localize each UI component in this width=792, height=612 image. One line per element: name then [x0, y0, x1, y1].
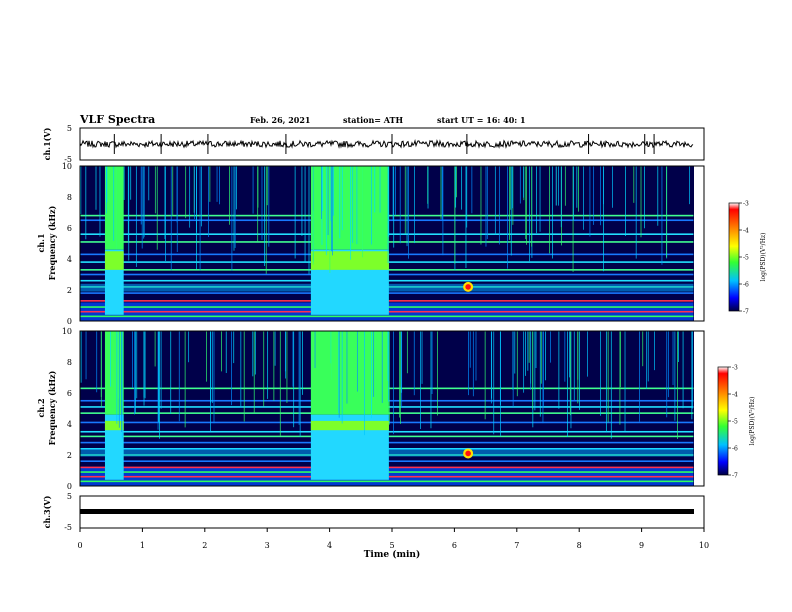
ch2-ytick-8: 8 — [67, 358, 72, 367]
x-tick-label: 4 — [327, 541, 332, 550]
ch3-waveform-trace — [80, 509, 694, 514]
x-tick-label: 0 — [77, 541, 82, 550]
ch1-ylabel: ch.1(V) — [42, 127, 52, 160]
ch1-ylabel-frequency: Frequency (kHz) — [47, 205, 57, 280]
date-label: Feb. 26, 2021 — [250, 115, 311, 125]
x-axis-label: Time (min) — [364, 549, 421, 560]
ch1-waveform-spikes — [113, 134, 655, 154]
ch3-ylabel: ch.3(V) — [42, 495, 52, 528]
ch2-ylabel-frequency: Frequency (kHz) — [47, 370, 57, 445]
ch1-spectrogram-frame — [79, 165, 705, 322]
emission-band — [310, 420, 389, 431]
ch2-ytick-6: 6 — [67, 389, 72, 398]
ch1-ylabel-channel: ch.1 — [36, 233, 46, 252]
broadband-interval-lower — [104, 414, 124, 480]
ch1-ytick-top: 5 — [67, 124, 72, 133]
ch1-ytick-6: 6 — [67, 224, 72, 233]
ch2-ytick-10: 10 — [62, 327, 72, 336]
ch2-colorbar: -3 -4 -5 -6 -7 log(PSD)(V²/Hz) — [717, 365, 756, 480]
x-tick-label: 6 — [452, 541, 457, 550]
broadband-interval — [310, 166, 389, 250]
ch1-ytick-bottom: -5 — [64, 155, 72, 164]
ch3-ytick-bottom: -5 — [64, 523, 72, 532]
hotspot — [465, 284, 471, 290]
ch1-ytick-4: 4 — [67, 255, 72, 264]
colorbar-tick-label: -7 — [743, 309, 749, 316]
hotspot — [465, 450, 471, 457]
x-tick-label: 9 — [639, 541, 644, 550]
broadband-interval — [104, 331, 124, 415]
colorbar-tick-label: -6 — [732, 446, 738, 453]
ch3-waveform-panel: 5 -5 ch.3(V) — [42, 492, 705, 532]
broadband-interval — [104, 166, 124, 250]
ch1-ytick-2: 2 — [67, 286, 72, 295]
transmitter-line — [80, 315, 694, 318]
colorbar-tick-label: -7 — [732, 473, 738, 480]
ch3-ytick-top: 5 — [67, 492, 72, 501]
x-tick-label: 10 — [699, 541, 709, 550]
ch1-waveform-panel: 5 -5 ch.1(V) — [42, 124, 705, 164]
ch1-waveform-trace — [79, 138, 694, 149]
ch2-spectrogram-frame — [79, 330, 705, 487]
ch1-spectrogram-image — [80, 166, 694, 321]
ch2-colorbar-gradient — [717, 366, 729, 476]
x-tick-label: 3 — [265, 541, 270, 550]
emission-band — [104, 420, 124, 431]
x-axis: 0 1 2 3 4 5 6 7 8 9 10 — [77, 528, 709, 550]
x-tick-label: 8 — [577, 541, 582, 550]
station-label: station= ATH — [343, 115, 404, 125]
ch2-spectrogram-image — [79, 331, 694, 486]
colorbar-tick-label: -3 — [743, 201, 749, 208]
emission-band — [310, 251, 389, 270]
ch1-colorbar-label: log(PSD)(V²/Hz) — [760, 233, 767, 282]
start-time-label: start UT = 16: 40: 1 — [437, 115, 526, 125]
ch2-ytick-4: 4 — [67, 420, 72, 429]
ch1-ytick-10: 10 — [62, 162, 72, 171]
colorbar-tick-label: -4 — [743, 228, 749, 235]
transmitter-line — [80, 480, 694, 483]
chart-title: VLF Spectra — [80, 113, 156, 126]
x-tick-label: 2 — [202, 541, 207, 550]
broadband-interval — [310, 331, 389, 415]
colorbar-tick-label: -5 — [743, 255, 749, 262]
colorbar-tick-label: -4 — [732, 392, 738, 399]
ch2-ylabel-channel: ch.2 — [36, 398, 46, 417]
colorbar-tick-label: -3 — [732, 365, 738, 372]
ch2-ytick-0: 0 — [67, 482, 72, 491]
ch1-ytick-0: 0 — [67, 317, 72, 326]
colorbar-tick-label: -5 — [732, 419, 738, 426]
x-tick-label: 5 — [389, 541, 394, 550]
ch2-spectrogram-panel: 10 8 6 4 2 0 ch.2 Frequency (kHz) — [36, 327, 705, 491]
ch2-colorbar-label: log(PSD)(V²/Hz) — [749, 397, 756, 446]
ch1-ytick-8: 8 — [67, 193, 72, 202]
ch1-colorbar-ticks: -3 -4 -5 -6 -7 — [739, 201, 749, 316]
ch2-ytick-2: 2 — [67, 451, 72, 460]
x-tick-label: 1 — [140, 541, 145, 550]
ch2-colorbar-ticks: -3 -4 -5 -6 -7 — [728, 365, 738, 480]
emission-band — [104, 251, 124, 270]
ch1-colorbar-gradient — [728, 202, 740, 312]
colorbar-tick-label: -6 — [743, 282, 749, 289]
x-tick-label: 7 — [514, 541, 519, 550]
ch1-spectrogram-panel: 10 8 6 4 2 0 ch.1 Frequency (kHz) — [36, 162, 705, 326]
ch1-colorbar: -3 -4 -5 -6 -7 log(PSD)(V²/Hz) — [728, 201, 767, 316]
